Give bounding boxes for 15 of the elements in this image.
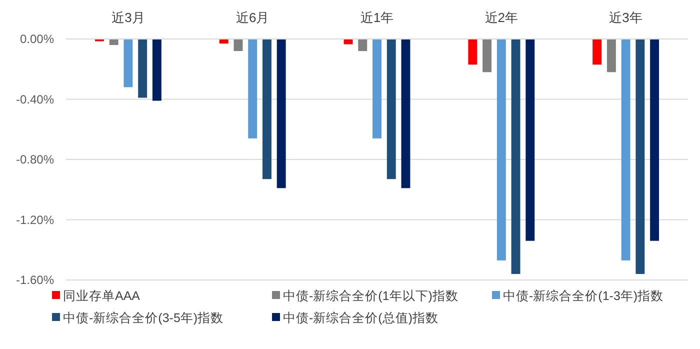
- x-tick-label: 近6月: [236, 10, 270, 25]
- legend-label: 中债-新综合全价(总值)指数: [283, 311, 438, 325]
- y-tick-label: -1.20%: [16, 212, 54, 227]
- x-tick-label: 近3年: [609, 10, 642, 25]
- y-tick-label: -0.80%: [16, 152, 54, 166]
- legend-label: 中债-新综合全价(1-3年)指数: [503, 289, 664, 303]
- y-tick-label: 0.00%: [20, 32, 54, 46]
- legend-label: 中债-新综合全价(3-5年)指数: [63, 311, 224, 325]
- x-tick-label: 近2年: [484, 10, 518, 25]
- y-tick-label: -0.40%: [16, 92, 54, 106]
- x-tick-label: 近1年: [360, 10, 394, 25]
- legend-label: 中债-新综合全价(1年以下)指数: [283, 289, 458, 303]
- y-tick-label: -1.60%: [16, 273, 54, 287]
- legend-label: 同业存单AAA: [63, 289, 141, 303]
- x-tick-label: 近3月: [112, 10, 145, 25]
